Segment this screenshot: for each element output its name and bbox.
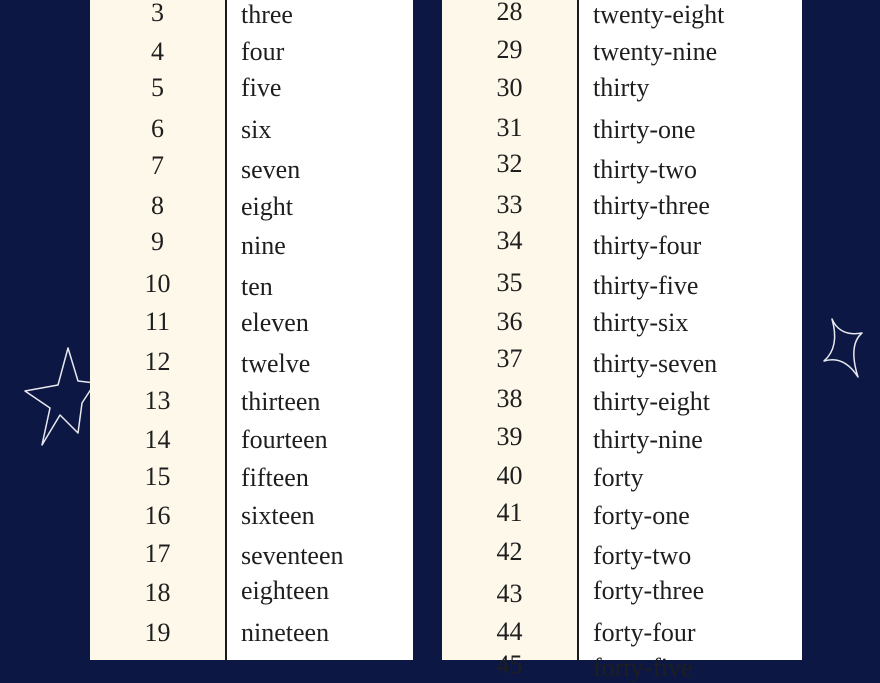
row-number: 4 <box>151 37 164 66</box>
row-number: 8 <box>151 191 164 220</box>
row-word: three <box>241 0 293 29</box>
row-word: fifteen <box>241 463 309 492</box>
row-number: 30 <box>496 73 523 102</box>
row-word: thirty-five <box>593 271 699 300</box>
row-word: thirty <box>593 73 650 102</box>
row-word: forty <box>593 463 644 492</box>
row-number: 28 <box>496 0 523 26</box>
row-word: forty-one <box>593 501 690 530</box>
row-number: 9 <box>151 227 164 256</box>
row-number: 14 <box>144 425 171 454</box>
row-number: 16 <box>144 501 171 530</box>
row-word: forty-three <box>593 576 705 605</box>
row-number: 17 <box>144 539 171 568</box>
sparkle-icon <box>823 318 863 378</box>
word-column: three four five six seven eight nine ten eleven t… <box>225 0 413 660</box>
row-number: 11 <box>144 307 171 336</box>
row-word: nine <box>241 231 286 260</box>
row-number: 10 <box>144 269 171 298</box>
row-number: 33 <box>496 190 523 219</box>
row-word: thirty-one <box>593 115 696 144</box>
row-word: twenty-eight <box>593 0 725 29</box>
row-word: thirty-eight <box>593 387 710 416</box>
row-number: 7 <box>151 151 164 180</box>
row-word: forty-two <box>593 541 692 570</box>
row-number: 35 <box>496 268 523 297</box>
row-number: 37 <box>496 344 523 373</box>
row-word: thirty-nine <box>593 425 703 454</box>
row-number: 38 <box>496 384 523 413</box>
row-number: 12 <box>144 347 171 376</box>
row-word: thirteen <box>241 387 321 416</box>
row-word: fourteen <box>241 425 328 454</box>
row-word: eleven <box>241 308 309 337</box>
row-number: 34 <box>496 226 523 255</box>
row-number: 36 <box>496 307 523 336</box>
row-number: 6 <box>151 114 164 143</box>
row-word: forty-four <box>593 618 696 647</box>
number-column: 28 29 30 31 32 33 34 35 36 37 38 39 40 41 42 43 44 45 <box>442 0 577 679</box>
row-word: thirty-four <box>593 231 702 260</box>
row-number: 31 <box>496 113 523 142</box>
row-word: forty-five <box>593 653 693 682</box>
row-word: thirty-seven <box>593 349 718 378</box>
number-column: 3 4 5 6 7 8 9 10 11 12 13 14 15 16 17 18 19 <box>90 0 225 660</box>
row-number: 45 <box>496 650 523 679</box>
word-column: twenty-eight twenty-nine thirty thirty-one t… <box>577 0 802 682</box>
row-number: 40 <box>496 461 523 490</box>
row-number: 44 <box>496 617 523 646</box>
row-word: seventeen <box>241 541 344 570</box>
row-number: 42 <box>496 537 523 566</box>
row-number: 3 <box>151 0 164 27</box>
row-word: nineteen <box>241 618 330 647</box>
row-number: 32 <box>496 149 523 178</box>
row-number: 5 <box>151 73 164 102</box>
row-word: seven <box>241 155 301 184</box>
row-number: 39 <box>496 422 523 451</box>
star-outline-icon <box>24 347 96 446</box>
row-word: eight <box>241 192 293 221</box>
row-word: thirty-two <box>593 155 697 184</box>
row-word: thirty-six <box>593 308 689 337</box>
right-number-table: 28 29 30 31 32 33 34 35 36 37 38 39 40 41 42 43 44 45 twe… <box>442 0 802 682</box>
row-word: four <box>241 37 285 66</box>
row-number: 18 <box>144 578 171 607</box>
row-number: 13 <box>144 386 171 415</box>
row-number: 43 <box>496 579 523 608</box>
row-word: sixteen <box>241 501 315 530</box>
row-word: six <box>241 115 272 144</box>
row-number: 15 <box>144 462 171 491</box>
row-word: thirty-three <box>593 191 710 220</box>
left-number-table: 3 4 5 6 7 8 9 10 11 12 13 14 15 16 17 18 19 three four fiv… <box>90 0 413 660</box>
row-number: 41 <box>496 498 523 527</box>
row-number: 19 <box>144 618 171 647</box>
row-number: 29 <box>496 35 523 64</box>
row-word: ten <box>241 272 273 301</box>
row-word: twelve <box>241 349 311 378</box>
row-word: eighteen <box>241 576 330 605</box>
row-word: five <box>241 73 282 102</box>
row-word: twenty-nine <box>593 37 718 66</box>
